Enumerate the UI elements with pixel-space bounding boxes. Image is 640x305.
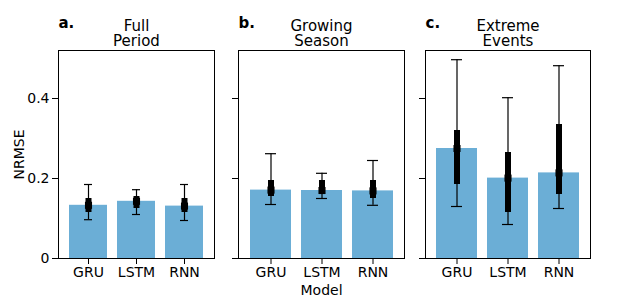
svg-text:RNN: RNN [358, 264, 389, 280]
svg-text:FullPeriod: FullPeriod [113, 17, 160, 50]
svg-text:0: 0 [41, 250, 50, 266]
svg-text:NRMSE: NRMSE [11, 129, 27, 179]
svg-text:LSTM: LSTM [118, 264, 155, 280]
svg-text:0.2: 0.2 [27, 170, 49, 186]
svg-text:GRU: GRU [73, 264, 104, 280]
svg-text:0.4: 0.4 [27, 90, 49, 106]
svg-text:c.: c. [426, 14, 441, 32]
svg-text:ExtremeEvents: ExtremeEvents [476, 17, 539, 50]
svg-text:LSTM: LSTM [489, 264, 526, 280]
svg-text:b.: b. [239, 14, 255, 32]
svg-text:GRU: GRU [442, 264, 473, 280]
svg-text:RNN: RNN [544, 264, 575, 280]
svg-text:RNN: RNN [169, 264, 200, 280]
svg-text:LSTM: LSTM [303, 264, 340, 280]
svg-text:Model: Model [300, 282, 342, 298]
svg-text:GRU: GRU [256, 264, 287, 280]
svg-text:a.: a. [59, 14, 75, 32]
svg-text:GrowingSeason: GrowingSeason [290, 17, 352, 50]
